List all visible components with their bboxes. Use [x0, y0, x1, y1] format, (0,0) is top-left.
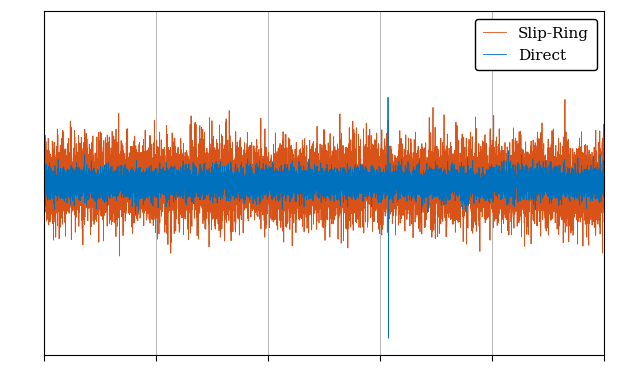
Direct: [42, 181, 50, 186]
Line: Direct: Direct: [44, 97, 604, 338]
Slip-Ring: [63, 178, 70, 182]
Legend: Slip-Ring, Direct: Slip-Ring, Direct: [475, 19, 597, 70]
Direct: [571, 185, 578, 189]
Slip-Ring: [42, 192, 50, 197]
Direct: [40, 190, 47, 194]
Direct: [314, 186, 321, 191]
Slip-Ring: [561, 97, 569, 102]
Line: Slip-Ring: Slip-Ring: [44, 99, 604, 256]
Slip-Ring: [601, 174, 608, 178]
Slip-Ring: [74, 178, 81, 183]
Direct: [385, 336, 392, 340]
Direct: [601, 173, 608, 178]
Direct: [63, 173, 70, 177]
Direct: [74, 174, 81, 178]
Slip-Ring: [116, 254, 123, 258]
Slip-Ring: [314, 163, 321, 168]
Slip-Ring: [40, 207, 47, 211]
Slip-Ring: [571, 153, 578, 157]
Slip-Ring: [150, 182, 158, 186]
Direct: [384, 95, 392, 99]
Direct: [150, 185, 157, 189]
